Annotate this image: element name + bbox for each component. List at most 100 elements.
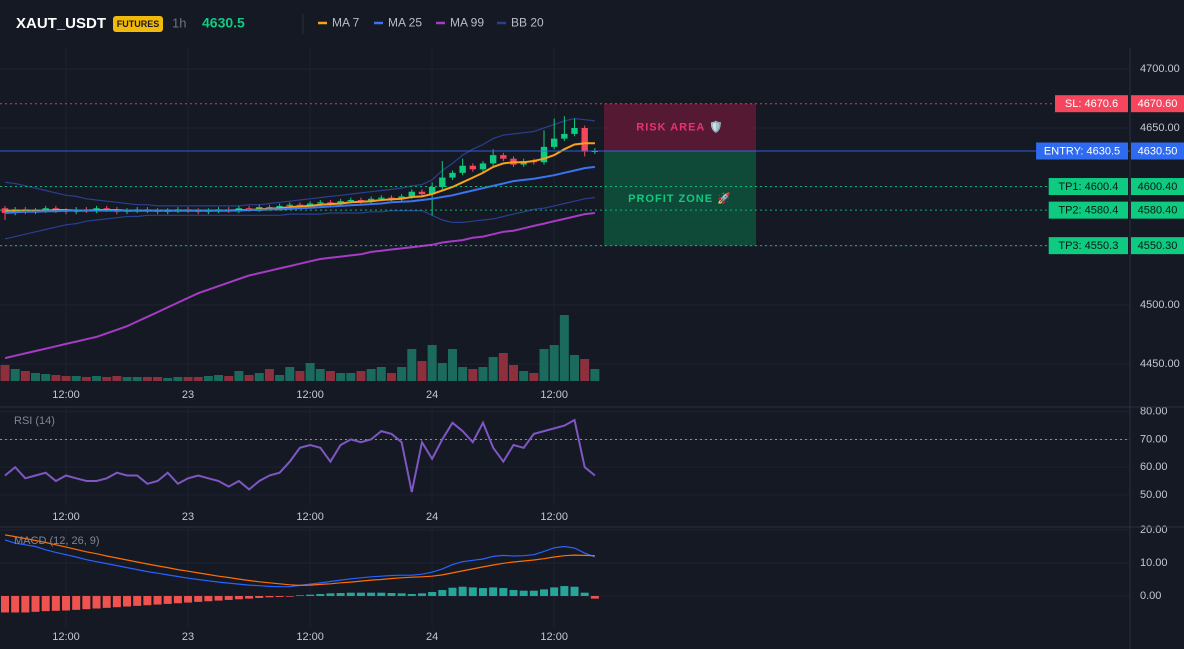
y-tick-label: 80.00: [1140, 406, 1168, 418]
histogram-bar: [377, 592, 386, 596]
x-tick-label: 24: [426, 631, 438, 643]
histogram-bar: [387, 593, 396, 596]
histogram-bar: [31, 595, 40, 612]
level-tag: SL: 4670.6: [1065, 98, 1118, 110]
histogram-bar: [397, 593, 406, 596]
histogram-bar: [590, 595, 599, 599]
histogram-bar: [417, 593, 426, 596]
price-tag-bg: [1131, 237, 1184, 255]
legend-label: MA 25: [388, 16, 422, 30]
y-tick-label: 20.00: [1140, 524, 1168, 536]
histogram-bar: [194, 595, 203, 602]
volume-bar: [61, 376, 71, 381]
y-tick-label: 50.00: [1140, 489, 1168, 501]
x-tick-label: 12:00: [296, 511, 324, 523]
histogram-bar: [356, 592, 365, 596]
candle-body: [550, 138, 558, 147]
legend-label: MA 99: [450, 16, 484, 30]
volume-bar: [305, 363, 315, 381]
candle-body: [327, 202, 334, 204]
candle-body: [388, 197, 395, 199]
candle-body: [449, 172, 456, 178]
volume-bar: [295, 371, 305, 381]
histogram-bar: [234, 595, 243, 600]
level-tag-bg: [1048, 178, 1128, 196]
volume-bar: [356, 371, 366, 381]
candle-body: [256, 207, 263, 210]
histogram-bar: [306, 594, 315, 596]
histogram-bar: [326, 593, 335, 596]
histogram-bar: [214, 595, 223, 601]
volume-bar: [570, 355, 580, 381]
x-tick-label: 12:00: [296, 631, 324, 643]
histogram-bar: [82, 595, 91, 610]
histogram-bar: [11, 595, 20, 613]
header: XAUT_USDT FUTURES 1h 4630.5: [16, 14, 304, 34]
pane-title: MACD (12, 26, 9): [14, 535, 100, 547]
volume-bar: [142, 377, 152, 381]
volume-bar: [173, 377, 183, 381]
zone-label: RISK AREA 🛡️: [636, 121, 723, 134]
price-tag-bg: [1131, 178, 1184, 196]
x-tick-label: 12:00: [52, 511, 80, 523]
candle-body: [489, 155, 497, 164]
y-tick-label: 0.00: [1140, 590, 1161, 602]
histogram-bar: [580, 592, 589, 596]
y-tick-label: 4650.00: [1140, 122, 1180, 134]
histogram-bar: [499, 588, 508, 596]
histogram-bar: [153, 595, 162, 605]
volume-bar: [51, 375, 61, 381]
volume-bar: [163, 378, 173, 381]
volume-bar: [336, 373, 346, 381]
level-tag-bg: [1055, 95, 1128, 113]
histogram-bar: [275, 595, 284, 597]
volume-bar: [509, 365, 518, 381]
histogram-bar: [458, 586, 467, 596]
histogram-bar: [245, 595, 254, 599]
candle-body: [245, 208, 253, 210]
histogram-bar: [62, 595, 71, 611]
legend-entry: MA 99: [436, 16, 484, 30]
volume-bar: [153, 377, 163, 381]
histogram-bar: [550, 587, 559, 596]
histogram-bar: [316, 593, 325, 596]
volume-bar: [244, 375, 254, 381]
histogram-bar: [519, 590, 528, 596]
price-tag: 4580.40: [1138, 205, 1178, 217]
level-tag-bg: [1048, 237, 1128, 255]
zone-label: PROFIT ZONE 🚀: [628, 192, 732, 205]
histogram-bar: [478, 588, 487, 596]
candle-body: [296, 204, 304, 206]
volume-bar: [549, 345, 559, 381]
histogram-bar: [143, 595, 152, 606]
candle-body: [469, 165, 477, 170]
volume-bar: [458, 367, 468, 381]
volume-bar: [0, 365, 10, 381]
x-tick-label: 12:00: [52, 389, 80, 401]
badge-bg: [113, 16, 163, 32]
volume-bar: [559, 315, 569, 381]
candle-body: [398, 196, 405, 199]
histogram-bar: [540, 589, 549, 596]
histogram-bar: [123, 595, 132, 607]
histogram-bar: [1, 595, 9, 613]
histogram-bar: [255, 595, 264, 598]
volume-bar: [580, 359, 590, 381]
volume-bar: [112, 376, 122, 381]
histogram-bar: [346, 592, 355, 596]
candle-body: [103, 208, 110, 210]
histogram-bar: [224, 595, 233, 600]
volume-bar: [519, 371, 529, 381]
volume-bar: [468, 369, 478, 381]
candle-body: [408, 191, 415, 197]
histogram-bar: [529, 590, 538, 596]
volume-bar: [376, 367, 386, 381]
pane-title: RSI (14): [14, 415, 55, 427]
y-tick-label: 70.00: [1140, 433, 1168, 445]
volume-bar: [92, 376, 102, 381]
volume-bar: [81, 377, 91, 381]
volume-bar: [102, 377, 112, 381]
level-tag: TP1: 4600.4: [1058, 181, 1118, 193]
